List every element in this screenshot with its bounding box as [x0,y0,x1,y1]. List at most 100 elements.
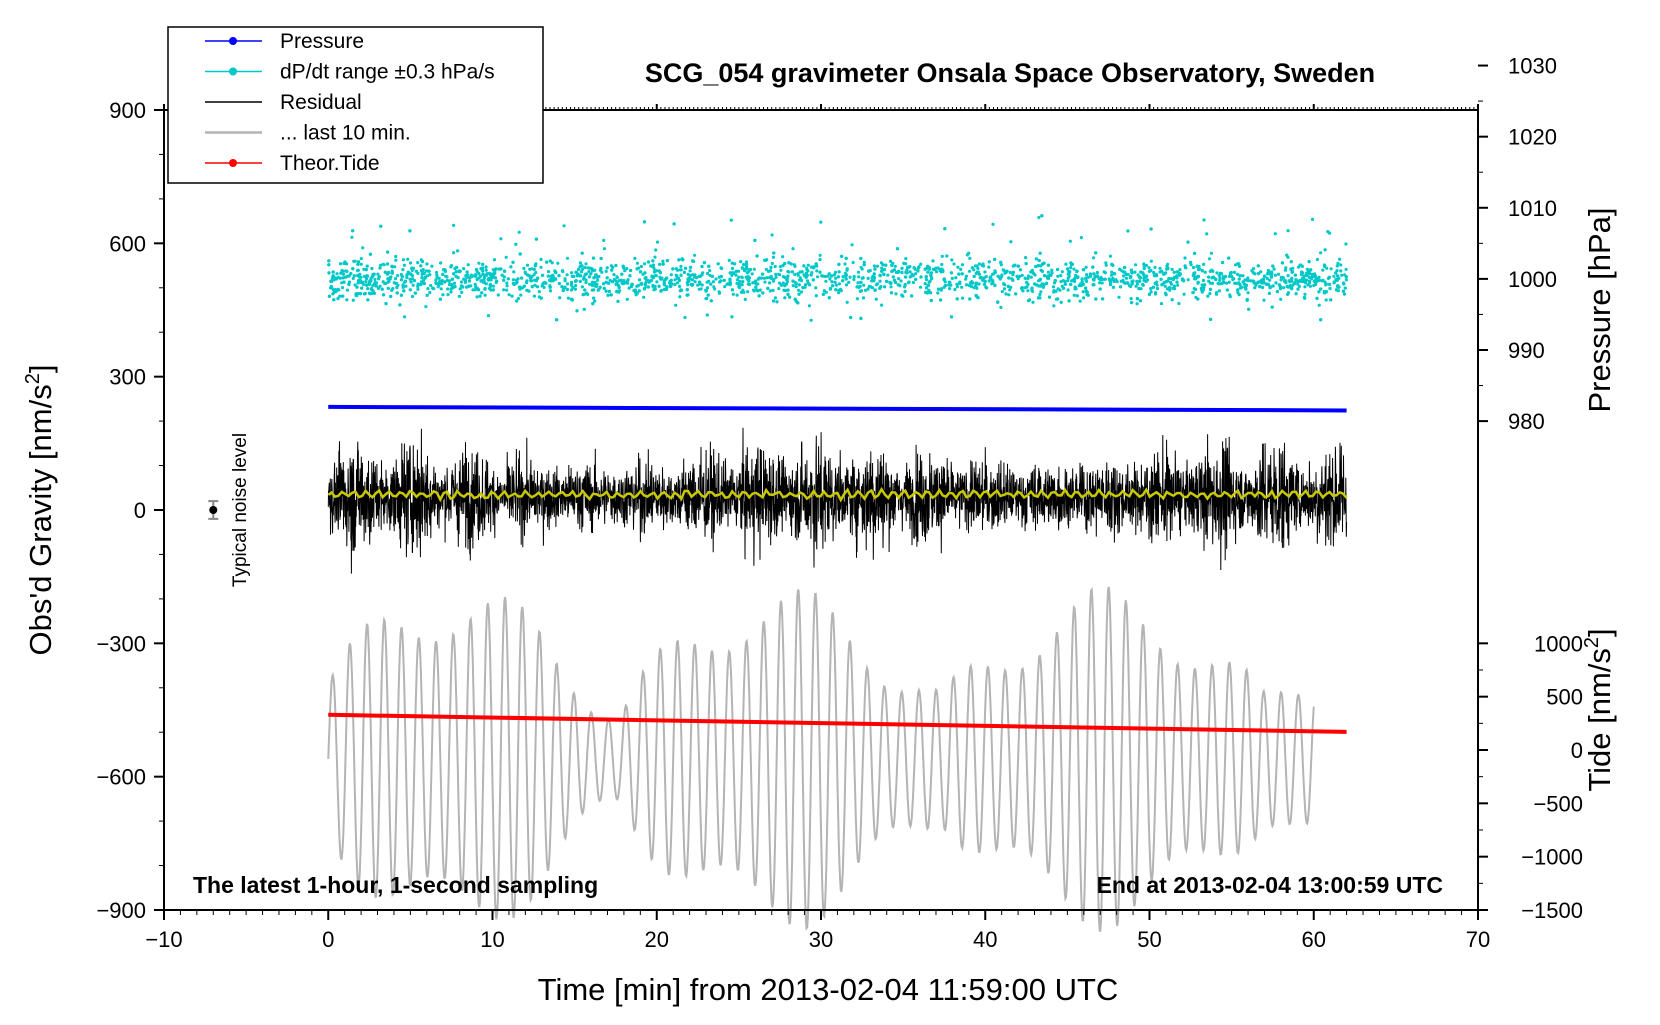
dpdt-point [506,277,510,281]
dpdt-point [480,291,484,295]
dpdt-point [1053,279,1057,283]
dpdt-point [728,271,732,275]
dpdt-point [677,258,681,262]
dpdt-point [943,280,947,284]
dpdt-point [505,281,509,285]
dpdt-point [1301,276,1305,280]
dpdt-point [730,261,734,265]
dpdt-point [571,286,575,290]
dpdt-point [625,267,629,271]
dpdt-point [1314,276,1319,280]
dpdt-point [878,286,882,290]
dpdt-point [435,276,439,280]
dpdt-point [1335,264,1339,268]
dpdt-point [467,284,471,288]
dpdt-point [1047,276,1051,280]
dpdt-point [1284,266,1288,270]
dpdt-point [637,289,642,293]
dpdt-point [924,290,928,294]
tide-tick-label: 1000 [1534,631,1583,656]
dpdt-point [532,267,536,271]
dpdt-point [698,282,702,286]
dpdt-point [1215,271,1219,275]
dpdt-point [746,282,751,286]
legend-label: Theor.Tide [280,152,380,175]
dpdt-point [884,263,888,267]
dpdt-point [573,287,577,291]
dpdt-point [816,275,820,279]
dpdt-point [722,278,726,282]
dpdt-point [335,272,339,276]
dpdt-point [754,285,758,289]
dpdt-point [1054,289,1058,293]
dpdt-point [1303,296,1307,300]
dpdt-point [1329,298,1333,302]
dpdt-point [385,272,390,276]
dpdt-point [1290,287,1294,291]
dpdt-point [516,277,520,281]
dpdt-point [719,266,723,270]
dpdt-point [345,288,349,292]
dpdt-point [828,287,833,291]
dpdt-point [679,273,683,277]
dpdt-point [574,279,578,283]
dpdt-point [1162,272,1166,276]
dpdt-point [482,276,486,280]
dpdt-point [548,284,552,288]
dpdt-point [894,292,898,296]
dpdt-point [383,270,387,274]
dpdt-point [794,285,798,289]
dpdt-point [1056,274,1060,278]
dpdt-point [1339,269,1343,273]
dpdt-point [1268,278,1272,282]
dpdt-point [930,276,934,281]
dpdt-point [837,270,841,274]
dpdt-point [1293,273,1297,277]
dpdt-point [1342,292,1347,296]
dpdt-point [659,289,663,293]
dpdt-point [1221,280,1226,284]
dpdt-point [740,283,744,287]
dpdt-point [1050,271,1054,275]
dpdt-point [786,288,790,292]
dpdt-point [964,277,968,281]
dpdt-point [344,275,348,279]
dpdt-point [358,292,362,296]
dpdt-point [629,268,633,273]
dpdt-point [356,281,360,285]
dpdt-point [591,256,596,260]
dpdt-point [1015,274,1019,278]
dpdt-point [924,278,929,282]
dpdt-point [702,261,707,265]
dpdt-point [831,284,835,288]
dpdt-point [424,305,428,309]
dpdt-point [381,262,385,266]
dpdt-point [739,290,744,294]
dpdt-point [1168,286,1172,290]
dpdt-point [792,263,797,267]
dpdt-point [458,269,462,273]
dpdt-point [862,260,866,264]
dpdt-point [752,281,757,285]
dpdt-point [366,298,370,302]
dpdt-point [503,269,507,273]
dpdt-point [987,265,991,269]
dpdt-point [679,268,683,272]
dpdt-point [1263,274,1267,278]
dpdt-point [635,261,640,265]
dpdt-point [364,268,368,272]
dpdt-point [806,281,810,285]
dpdt-point [987,260,991,264]
dpdt-point [533,264,537,268]
dpdt-point [1249,279,1253,283]
dpdt-point [617,278,622,283]
dpdt-point [873,267,877,271]
dpdt-point [889,281,893,285]
dpdt-point [1166,262,1170,266]
legend-label: Pressure [280,30,364,53]
dpdt-point [1112,279,1116,283]
x-tick-label: 20 [645,927,669,952]
dpdt-point [1328,286,1332,291]
dpdt-point [514,281,518,285]
dpdt-point [1324,282,1328,286]
